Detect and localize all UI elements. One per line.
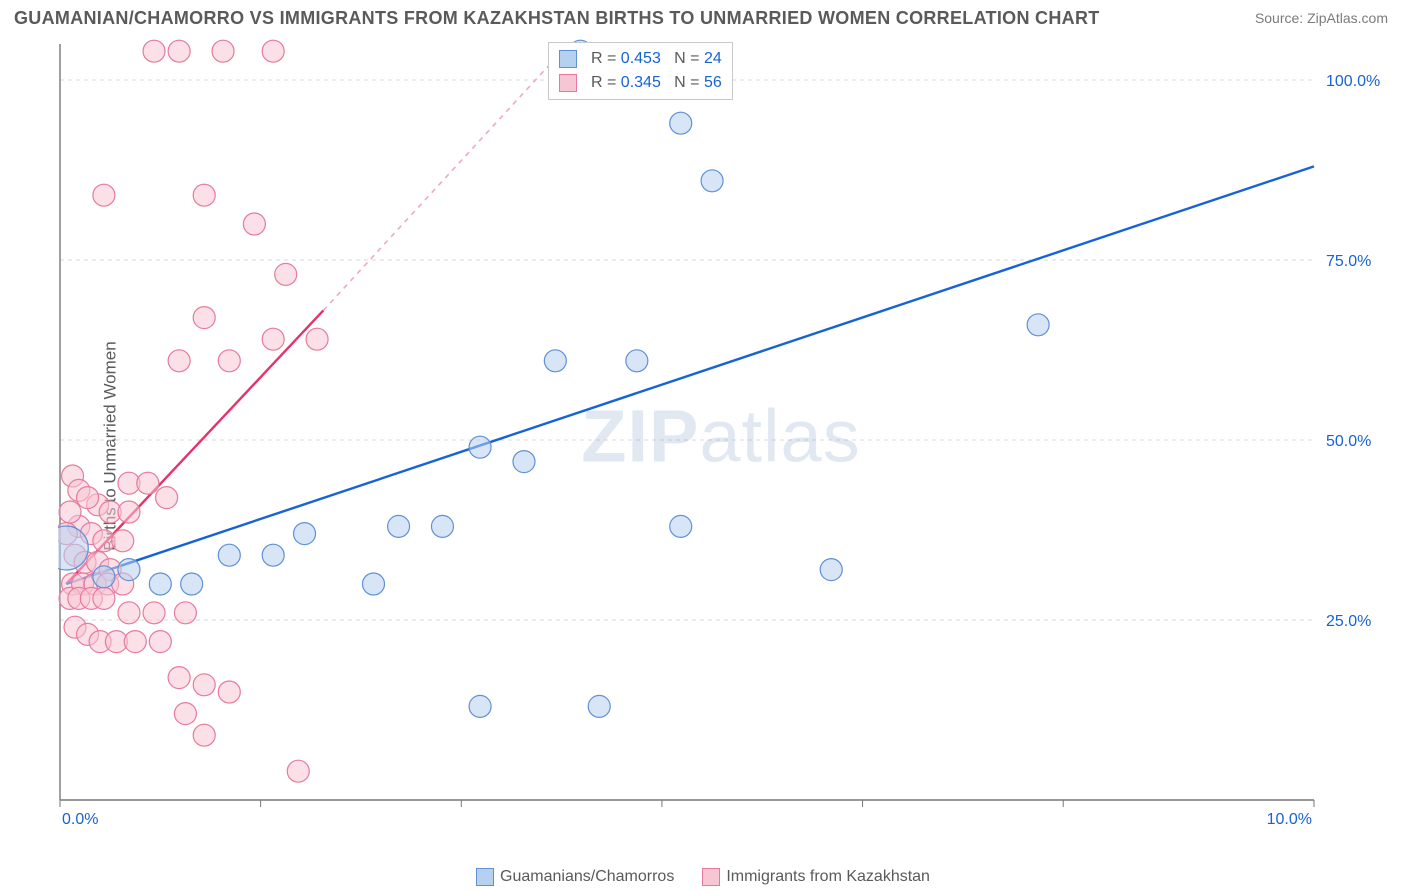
source-attribution: Source: ZipAtlas.com: [1255, 10, 1388, 26]
svg-text:0.0%: 0.0%: [62, 811, 98, 828]
bottom-legend-item: Immigrants from Kazakhstan: [702, 868, 930, 886]
svg-text:10.0%: 10.0%: [1267, 811, 1312, 828]
legend-swatch: [559, 50, 577, 68]
bottom-legend: Guamanians/Chamorros Immigrants from Kaza…: [0, 868, 1406, 886]
stat-legend-row: R = 0.345 N = 56: [559, 71, 722, 95]
svg-text:25.0%: 25.0%: [1326, 613, 1371, 630]
legend-label: Guamanians/Chamorros: [500, 868, 674, 885]
svg-text:50.0%: 50.0%: [1326, 433, 1371, 450]
legend-swatch: [476, 868, 494, 886]
chart-title: GUAMANIAN/CHAMORRO VS IMMIGRANTS FROM KA…: [14, 8, 1100, 29]
legend-label: Immigrants from Kazakhstan: [726, 868, 930, 885]
scatter-plot: 25.0%50.0%75.0%100.0%0.0%10.0% ZIPatlas …: [58, 36, 1384, 836]
legend-swatch: [702, 868, 720, 886]
legend-swatch: [559, 74, 577, 92]
svg-text:100.0%: 100.0%: [1326, 73, 1380, 90]
stat-legend: R = 0.453 N = 24R = 0.345 N = 56: [548, 42, 733, 100]
plot-canvas: 25.0% 50.0% 75.0% 100.0% 0.0% 10.0%: [58, 36, 1384, 836]
stat-text: R = 0.453 N = 24: [591, 47, 722, 71]
stat-legend-row: R = 0.453 N = 24: [559, 47, 722, 71]
svg-text:75.0%: 75.0%: [1326, 253, 1371, 270]
bottom-legend-item: Guamanians/Chamorros: [476, 868, 674, 886]
stat-text: R = 0.345 N = 56: [591, 71, 722, 95]
